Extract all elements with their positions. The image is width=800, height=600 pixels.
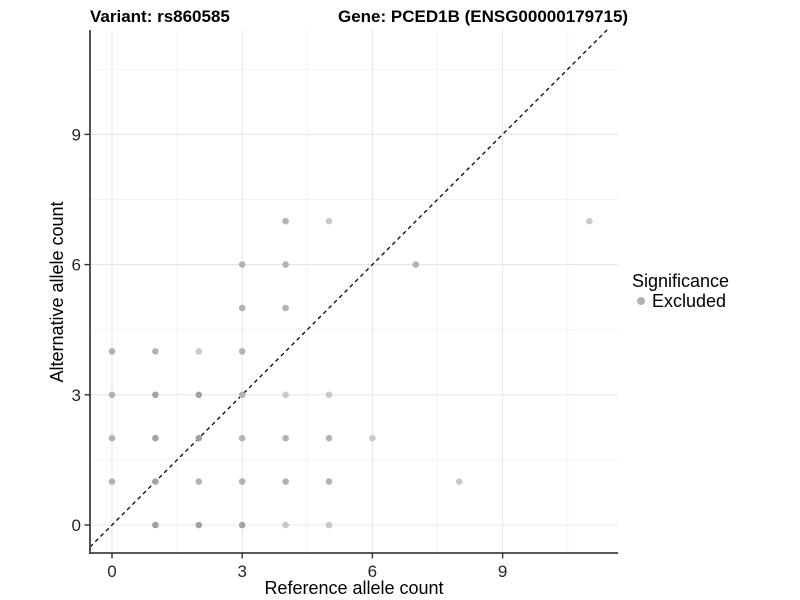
- y-tick-label: 9: [72, 125, 81, 144]
- data-point: [586, 217, 593, 225]
- data-point: [195, 434, 203, 442]
- data-point: [195, 521, 203, 529]
- data-point: [108, 478, 116, 485]
- data-point: [152, 478, 159, 485]
- data-point: [282, 478, 289, 485]
- major-gridlines: [90, 30, 618, 553]
- x-tick-label: 3: [237, 562, 246, 581]
- data-points: [108, 217, 593, 529]
- data-point: [195, 348, 203, 355]
- data-point: [282, 261, 289, 268]
- data-point: [152, 434, 159, 442]
- data-point: [238, 478, 246, 485]
- data-point: [152, 521, 159, 529]
- x-tick-label: 9: [498, 562, 507, 581]
- x-axis-title: Reference allele count: [264, 578, 443, 598]
- y-tick-label: 0: [72, 516, 81, 535]
- x-tick-label: 0: [107, 562, 116, 581]
- data-point: [108, 348, 116, 355]
- data-point: [238, 521, 246, 529]
- data-point: [195, 478, 203, 485]
- data-point: [108, 391, 116, 399]
- y-tick-labels: 0 3 6 9: [72, 125, 81, 535]
- data-point: [282, 521, 289, 529]
- y-tick-label: 6: [72, 256, 81, 275]
- data-point: [282, 217, 289, 225]
- plot-title-left: Variant: rs860585: [90, 7, 230, 26]
- data-point: [108, 434, 116, 442]
- data-point: [455, 478, 463, 485]
- data-point: [325, 521, 333, 529]
- data-point: [238, 391, 246, 399]
- legend: Significance Excluded: [632, 271, 729, 311]
- plot-title-right: Gene: PCED1B (ENSG00000179715): [338, 7, 628, 26]
- data-point: [238, 434, 246, 442]
- legend-key-dot-icon: [637, 297, 645, 305]
- data-point: [238, 348, 246, 355]
- data-point: [325, 434, 333, 442]
- data-point: [325, 391, 333, 399]
- axis-lines: [89, 30, 618, 554]
- data-point: [282, 304, 289, 312]
- legend-title: Significance: [632, 271, 729, 291]
- data-point: [282, 434, 289, 442]
- tick-marks: [84, 133, 504, 559]
- data-point: [412, 261, 420, 268]
- y-tick-label: 3: [72, 386, 81, 405]
- x-tick-label: 6: [368, 562, 377, 581]
- identity-line: [89, 29, 608, 548]
- y-axis-title: Alternative allele count: [47, 201, 67, 382]
- data-point: [325, 217, 333, 225]
- data-point: [152, 391, 159, 399]
- identity-line-group: [89, 29, 608, 548]
- data-point: [195, 391, 203, 399]
- data-point: [282, 391, 289, 399]
- minor-gridlines: [90, 30, 618, 553]
- data-point: [325, 478, 333, 485]
- x-tick-labels: 0 3 6 9: [107, 562, 507, 581]
- data-point: [152, 348, 159, 355]
- data-point: [238, 304, 246, 312]
- legend-item-label: Excluded: [652, 291, 726, 311]
- data-point: [238, 261, 246, 268]
- data-point: [369, 434, 376, 442]
